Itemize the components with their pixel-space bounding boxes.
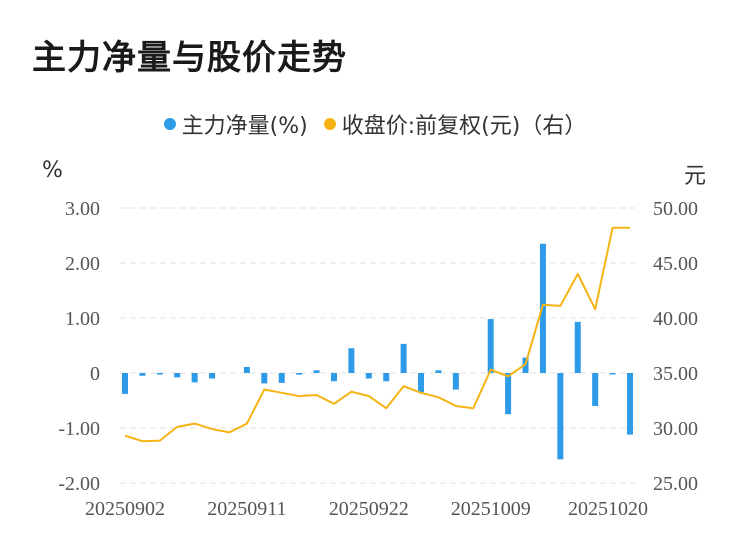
bar-mark[interactable]: [505, 373, 512, 415]
left-axis-unit: %: [42, 158, 63, 183]
x-tick-label: 20250922: [329, 498, 409, 520]
right-tick-label: 40.00: [653, 308, 698, 330]
left-axis-ticks: 3.00 2.00 1.00 0 -1.00 -2.00: [58, 198, 100, 495]
right-tick-label: 50.00: [653, 198, 698, 220]
price-line[interactable]: [124, 226, 630, 443]
bar-mark[interactable]: [627, 373, 633, 435]
bar-mark[interactable]: [365, 373, 372, 379]
bar-series: [122, 243, 633, 460]
right-axis-unit: 元: [684, 164, 707, 189]
bar-mark[interactable]: [487, 319, 494, 373]
bar-mark[interactable]: [383, 373, 390, 382]
right-axis-ticks: 50.00 45.00 40.00 35.00 30.00 25.00: [653, 198, 698, 495]
legend-item-close-price[interactable]: 收盘价:前复权(元)（右）: [323, 108, 587, 140]
left-tick-label: -1.00: [58, 418, 100, 440]
bar-mark[interactable]: [330, 373, 337, 382]
chart-title: 主力净量与股价走势: [32, 38, 347, 78]
bar-mark[interactable]: [609, 373, 616, 375]
x-tick-label: 20251009: [451, 498, 531, 520]
legend-label-close-price: 收盘价:前复权(元)（右）: [341, 114, 587, 139]
bar-mark[interactable]: [452, 373, 459, 390]
bar-mark[interactable]: [191, 373, 198, 383]
left-tick-label: 2.00: [65, 253, 100, 275]
right-tick-label: 45.00: [653, 253, 698, 275]
bar-mark[interactable]: [348, 348, 355, 373]
right-tick-label: 35.00: [653, 363, 698, 385]
bar-mark[interactable]: [278, 373, 285, 383]
bar-mark[interactable]: [574, 321, 581, 373]
bar-mark[interactable]: [418, 373, 425, 393]
bar-mark[interactable]: [592, 373, 599, 406]
bar-mark[interactable]: [243, 366, 250, 373]
left-tick-label: -2.00: [58, 473, 100, 495]
bar-mark[interactable]: [557, 373, 564, 460]
bar-mark[interactable]: [139, 373, 146, 376]
right-tick-label: 25.00: [653, 473, 698, 495]
left-tick-label: 1.00: [65, 308, 100, 330]
bar-mark[interactable]: [122, 373, 128, 394]
x-tick-label: 20250911: [207, 498, 286, 520]
left-tick-label: 3.00: [65, 198, 100, 220]
bar-mark[interactable]: [400, 343, 407, 373]
legend-item-net-volume[interactable]: 主力净量(%): [163, 108, 308, 140]
bar-mark[interactable]: [296, 373, 303, 375]
legend-label-net-volume: 主力净量(%): [181, 114, 308, 139]
bar-mark[interactable]: [209, 373, 216, 379]
right-tick-label: 30.00: [653, 418, 698, 440]
bar-mark[interactable]: [435, 370, 442, 373]
left-tick-label: 0: [90, 363, 100, 385]
bar-mark[interactable]: [156, 373, 163, 375]
bar-mark[interactable]: [539, 243, 546, 373]
bar-mark[interactable]: [261, 373, 268, 384]
x-tick-label: 20251020: [568, 498, 648, 520]
x-axis-ticks: 20250902 20250911 20250922 20251009 20251020: [85, 498, 648, 520]
legend-dot-orange-icon: [323, 118, 336, 130]
bar-mark[interactable]: [174, 373, 181, 378]
line-series: [124, 226, 630, 443]
legend-dot-blue-icon: [163, 118, 176, 130]
x-tick-label: 20250902: [85, 498, 165, 520]
bar-mark[interactable]: [313, 370, 320, 373]
legend: 主力净量(%) 收盘价:前复权(元)（右）: [0, 108, 750, 140]
